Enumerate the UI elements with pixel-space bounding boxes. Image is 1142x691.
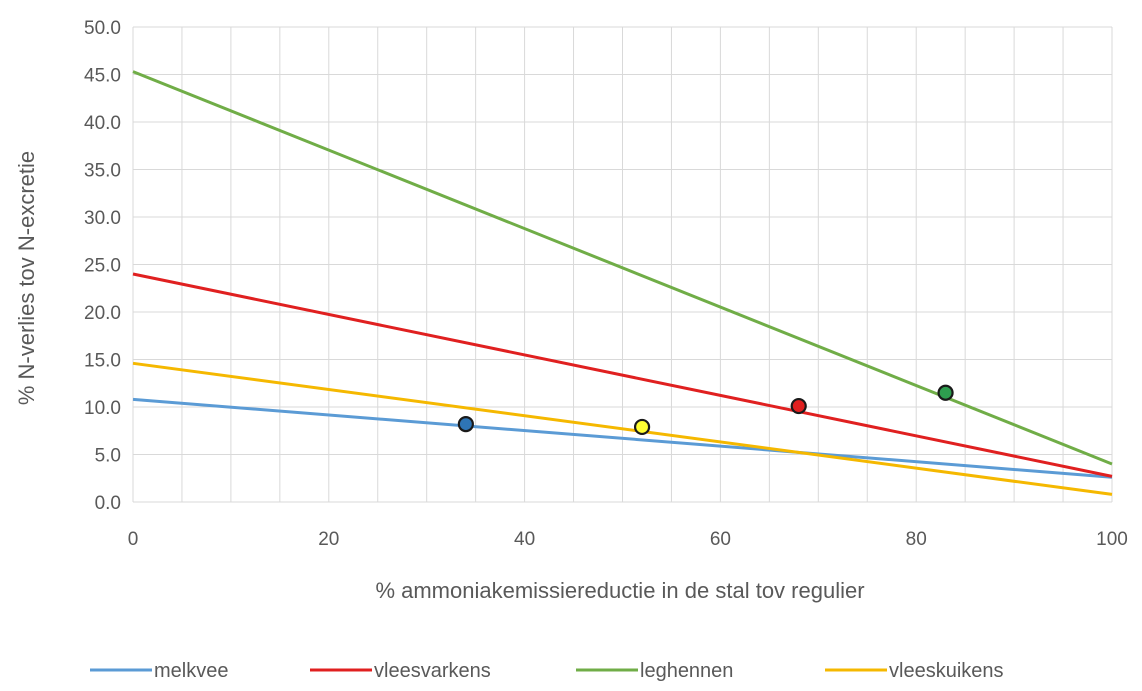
legend-label-melkvee: melkvee — [154, 660, 228, 682]
x-tick-label: 40 — [514, 529, 535, 550]
series-line-vleesvarkens — [132, 272, 1113, 478]
chart-grid — [132, 26, 1113, 503]
legend-label-leghennen: leghennen — [640, 660, 733, 682]
data-point-melkvee — [457, 416, 474, 433]
y-axis-title: % N-verlies tov N-excretie — [14, 151, 39, 405]
data-point-vleeskuikens — [633, 418, 651, 436]
y-axis-ticks: 0.0 5.0 10.0 15.0 20.0 25.0 30.0 35.0 40.0 45.0 50… — [84, 18, 121, 514]
legend-label-vleeskuikens: vleeskuikens — [889, 660, 1004, 682]
data-point-vleesvarkens — [790, 397, 807, 415]
y-tick-label: 15.0 — [84, 351, 121, 372]
x-axis-title: % ammoniakemissiereductie in de stal tov… — [375, 578, 864, 603]
x-axis-ticks: 0 20 40 60 80 100 — [128, 529, 1128, 550]
y-tick-label: 0.0 — [95, 493, 121, 514]
series-markers — [457, 384, 954, 436]
legend: melkvee vleesvarkens leghennen vleeskuikens — [90, 660, 1004, 682]
x-tick-label: 100 — [1096, 529, 1128, 550]
y-tick-label: 20.0 — [84, 303, 121, 324]
y-tick-label: 50.0 — [84, 18, 121, 39]
y-tick-label: 5.0 — [95, 446, 121, 467]
x-tick-label: 0 — [128, 529, 139, 550]
x-tick-label: 20 — [318, 529, 339, 550]
y-tick-label: 45.0 — [84, 66, 121, 87]
data-point-leghennen — [937, 384, 954, 401]
y-tick-label: 40.0 — [84, 113, 121, 134]
y-tick-label: 35.0 — [84, 161, 121, 182]
x-tick-label: 60 — [710, 529, 731, 550]
legend-label-vleesvarkens: vleesvarkens — [374, 660, 491, 682]
y-tick-label: 10.0 — [84, 398, 121, 419]
y-tick-label: 25.0 — [84, 256, 121, 277]
x-tick-label: 80 — [906, 529, 927, 550]
y-tick-label: 30.0 — [84, 208, 121, 229]
series-line-vleeskuikens — [132, 361, 1113, 496]
series-line-melkvee — [132, 397, 1113, 479]
